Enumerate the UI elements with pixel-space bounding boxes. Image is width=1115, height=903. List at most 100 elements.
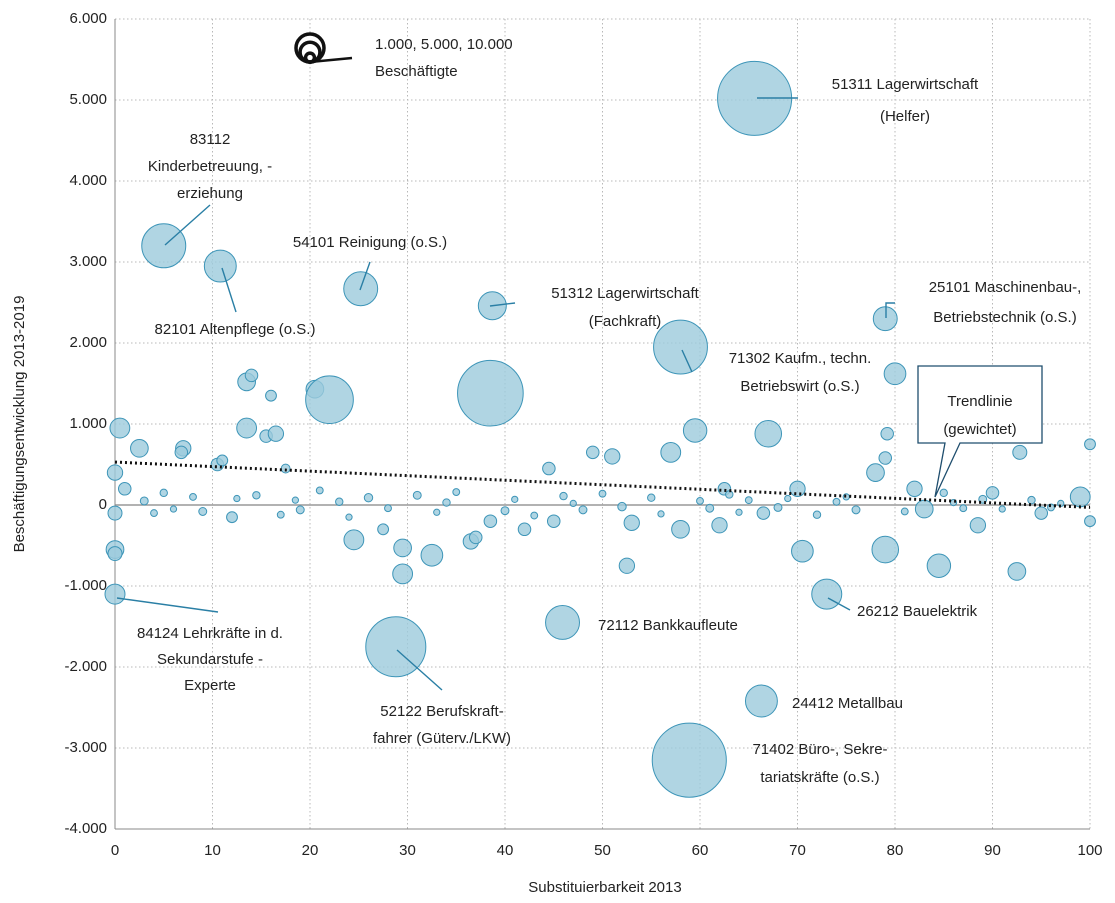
x-axis-title: Substituierbarkeit 2013 — [528, 879, 681, 896]
bubble — [773, 502, 783, 512]
bubble — [363, 493, 374, 503]
bubble — [906, 480, 923, 497]
size-legend-label: 1.000, 5.000, 10.000 — [375, 36, 513, 53]
y-tick-label: 6.000 — [69, 10, 107, 27]
bubble — [660, 441, 682, 463]
x-tick-label: 80 — [887, 842, 904, 859]
bubble — [812, 510, 822, 519]
bubble — [412, 490, 422, 500]
bubble — [107, 505, 123, 521]
bubble — [433, 508, 441, 516]
annotation-label: Betriebswirt (o.S.) — [740, 378, 859, 395]
bubble — [107, 546, 123, 562]
x-tick-label: 20 — [302, 842, 319, 859]
bubble — [546, 514, 561, 528]
leader-line — [827, 597, 851, 611]
bubble — [851, 505, 861, 515]
leader-line — [489, 302, 516, 307]
bubble — [623, 514, 640, 531]
bubble — [1084, 515, 1096, 528]
bubble — [871, 535, 900, 564]
bubble — [900, 507, 909, 516]
annotation-label: 82101 Altenpflege (o.S.) — [155, 321, 316, 338]
bubble — [789, 480, 806, 497]
bubble — [598, 489, 607, 498]
bubble — [141, 223, 187, 269]
bubble — [244, 368, 259, 383]
y-axis-title: Beschäftigungsentwicklung 2013-2019 — [11, 296, 28, 553]
bubble — [883, 362, 907, 386]
annotation-label: 71302 Kaufm., techn. — [729, 350, 872, 367]
size-legend-label: Beschäftigte — [375, 63, 458, 80]
bubble — [377, 523, 390, 536]
annotation-label: fahrer (Güterv./LKW) — [373, 730, 511, 747]
bubble — [104, 583, 126, 605]
annotation-label: 71402 Büro-, Sekre- — [752, 741, 887, 758]
bubble — [267, 425, 285, 442]
bubble — [832, 497, 841, 506]
bubble — [1084, 438, 1096, 451]
bubble — [696, 497, 704, 505]
bubble — [345, 513, 353, 521]
y-tick-label: 2.000 — [69, 334, 107, 351]
bubble — [500, 506, 510, 516]
bubble — [343, 529, 365, 551]
bubble — [159, 488, 168, 498]
bubble — [420, 543, 444, 567]
bubble — [998, 505, 1006, 513]
x-tick-label: 90 — [984, 842, 1001, 859]
x-tick-label: 30 — [399, 842, 416, 859]
bubble — [872, 306, 898, 332]
bubble — [216, 454, 229, 467]
bubble — [618, 557, 636, 574]
bubble — [392, 563, 414, 585]
y-tick-label: -4.000 — [64, 820, 107, 837]
bubble — [545, 604, 580, 640]
bubble — [511, 495, 519, 503]
leader-line — [164, 204, 211, 246]
bubble — [305, 375, 354, 425]
bubble — [198, 507, 208, 516]
bubble — [236, 417, 258, 439]
bubble — [265, 389, 277, 402]
callout-text: Trendlinie — [947, 393, 1012, 410]
annotation-label: Sekundarstufe - — [157, 651, 263, 668]
x-tick-label: 40 — [497, 842, 514, 859]
leader-line — [221, 267, 237, 313]
bubble — [959, 504, 968, 513]
annotation-label: 54101 Reinigung (o.S.) — [293, 234, 447, 251]
bubble — [880, 426, 894, 441]
bubble — [1012, 444, 1028, 460]
y-tick-label: -1.000 — [64, 577, 107, 594]
bubble — [651, 722, 727, 798]
bubble — [705, 503, 715, 513]
bubble — [530, 511, 539, 520]
y-tick-label: 1.000 — [69, 415, 107, 432]
bubble — [315, 486, 324, 495]
bubble — [468, 530, 483, 545]
bubble — [457, 359, 524, 427]
bubble — [617, 501, 627, 512]
bubble — [276, 510, 285, 519]
annotation-label: erziehung — [177, 185, 243, 202]
bubble — [725, 490, 734, 499]
annotation-label: (Helfer) — [880, 108, 930, 125]
bubble — [226, 511, 238, 524]
annotation-label: Experte — [184, 677, 236, 694]
bubble — [169, 505, 178, 513]
leader-line — [681, 349, 693, 373]
bubble — [174, 445, 189, 460]
bubble — [295, 505, 305, 515]
bubble — [754, 419, 783, 448]
bubble — [542, 461, 556, 476]
annotation-label: (Fachkraft) — [589, 313, 662, 330]
bubble — [130, 438, 149, 458]
annotation-label: 51312 Lagerwirtschaft — [551, 285, 699, 302]
bubble — [647, 493, 656, 502]
bubble — [578, 505, 588, 515]
bubble — [756, 506, 771, 520]
bubble — [117, 482, 132, 496]
x-tick-label: 100 — [1077, 842, 1102, 859]
bubble — [203, 249, 237, 283]
annotation-label: 52122 Berufskraft- — [380, 703, 503, 720]
